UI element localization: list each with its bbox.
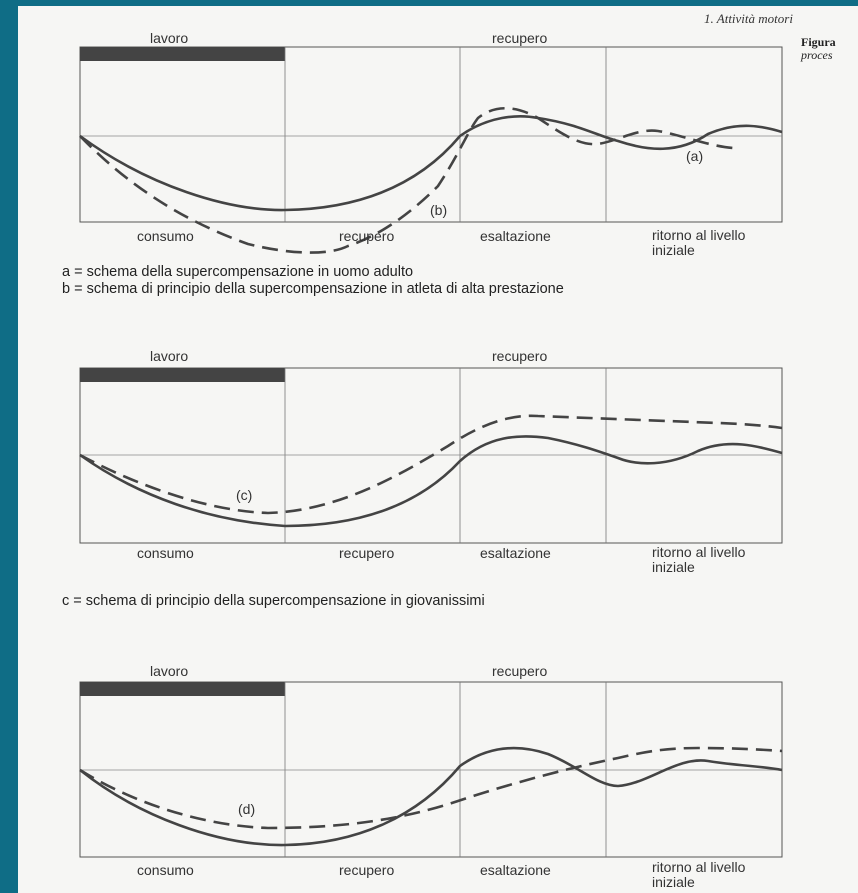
panel-1-diagram <box>79 46 783 254</box>
panel-2-phase-consumo: consumo <box>137 545 194 561</box>
panel-2-phase-esaltazione: esaltazione <box>480 545 551 561</box>
panel-3-phase-recupero: recupero <box>339 862 395 878</box>
curve-label-d: (d) <box>238 801 256 817</box>
panel-1-phase-consumo: consumo <box>137 228 194 244</box>
curve-label-c: (c) <box>236 487 253 503</box>
curve-label-a: (a) <box>686 148 704 164</box>
panel-2-recovery-top-label: recupero <box>492 348 548 364</box>
panel-3-recovery-top-label: recupero <box>492 663 548 679</box>
panel-1-work-bar <box>80 47 285 61</box>
panel-1-frame <box>79 46 783 223</box>
panel-3-frame <box>79 681 783 858</box>
panel-2-caption-c: c = schema di principio della supercompe… <box>62 593 485 609</box>
panel-1-phase-esaltazione: esaltazione <box>480 228 551 244</box>
supercompensation-diagrams <box>79 46 783 858</box>
panel-1-caption-b: b = schema di principio della supercompe… <box>62 281 564 297</box>
panel-3-diagram <box>79 681 783 858</box>
book-page: 1. Attività motori Figura proces <box>18 6 858 893</box>
running-title: 1. Attività motori <box>704 11 793 26</box>
panel-2-phase-ritorno: ritorno al livello iniziale <box>652 544 746 575</box>
panel-3-phase-ritorno: ritorno al livello iniziale <box>652 859 746 890</box>
panel-3-phase-consumo: consumo <box>137 862 194 878</box>
figure-label: Figura <box>801 35 836 49</box>
panel-2-diagram <box>79 367 783 544</box>
figure-title: Figura proces <box>801 36 836 62</box>
panel-2-work-label: lavoro <box>150 348 189 364</box>
curve-a <box>79 115 783 212</box>
curve-c-dashed <box>79 414 783 515</box>
curve-d-solid <box>79 746 783 847</box>
panel-1-phase-recupero: recupero <box>339 228 395 244</box>
panel-1-phase-ritorno: ritorno al livello iniziale <box>652 227 746 258</box>
panel-2-work-bar <box>80 368 285 382</box>
panel-3-work-label: lavoro <box>150 663 189 679</box>
curve-label-b: (b) <box>430 202 448 218</box>
curve-c-solid <box>79 435 783 528</box>
figure-caption-fragment: proces <box>801 48 833 62</box>
curve-d-dashed <box>79 746 783 830</box>
panel-1-recovery-top-label: recupero <box>492 30 548 46</box>
panel-3-work-bar <box>80 682 285 696</box>
panel-2-phase-recupero: recupero <box>339 545 395 561</box>
panel-1-caption-a: a = schema della supercompensazione in u… <box>62 264 414 280</box>
panel-1-work-label: lavoro <box>150 30 189 46</box>
panel-3-phase-esaltazione: esaltazione <box>480 862 551 878</box>
curve-b <box>79 106 734 254</box>
